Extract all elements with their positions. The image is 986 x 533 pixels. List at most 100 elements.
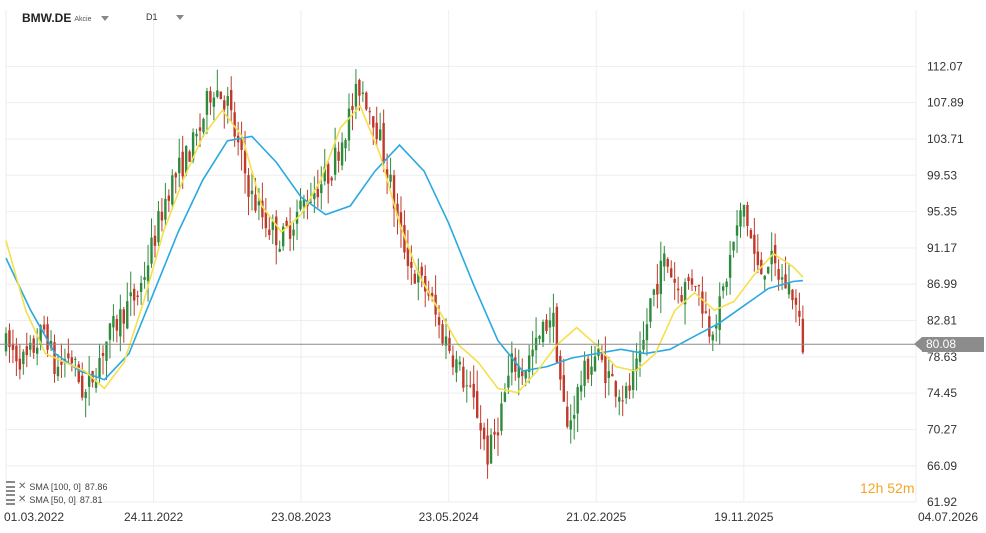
candle-body: [579, 385, 583, 392]
indicator-value: 87.81: [79, 494, 103, 505]
candle-body: [718, 296, 721, 330]
candle-body: [753, 234, 756, 254]
countdown-hours-unit: h: [875, 480, 884, 496]
candle-body: [503, 392, 507, 402]
x-tick-label: 23.08.2023: [271, 510, 331, 524]
candle-body: [649, 298, 652, 322]
candle-body: [572, 415, 576, 419]
y-tick-label: 66.09: [927, 459, 957, 473]
candle-body: [663, 253, 666, 267]
candle-body: [728, 255, 732, 278]
candle-body: [607, 371, 611, 378]
candle-body: [264, 212, 268, 229]
candle-body: [784, 274, 787, 289]
instrument-header[interactable]: BMW.DE Akcie: [22, 10, 110, 26]
candle-body: [101, 353, 105, 356]
candle-body: [562, 375, 566, 402]
candle-body: [794, 297, 798, 305]
candle-body: [465, 385, 468, 387]
candle-body: [247, 175, 250, 197]
symbol-dropdown-caret-icon[interactable]: [101, 15, 110, 21]
candle-body: [742, 204, 746, 217]
candle-body: [340, 142, 344, 166]
candle-body: [257, 201, 261, 206]
indicator-legend-sma50[interactable]: ✕ SMA [50, 0] 87.81: [6, 494, 102, 505]
candle-body: [791, 289, 794, 301]
candle-body: [403, 225, 406, 253]
candle-body: [510, 353, 514, 373]
candle-body: [87, 374, 91, 387]
candle-body: [489, 434, 493, 464]
remove-indicator-icon[interactable]: ✕: [18, 494, 27, 505]
candle-body: [42, 324, 46, 330]
candle-body: [437, 317, 441, 326]
candle-body: [56, 366, 60, 377]
candle-body: [70, 357, 74, 364]
candle-body: [666, 258, 669, 267]
y-tick-label: 78.63: [927, 350, 957, 364]
indicator-settings-icon[interactable]: [6, 494, 15, 505]
candle-body: [368, 111, 371, 113]
candle-body: [569, 420, 572, 430]
candle-body: [184, 145, 188, 174]
candle-body: [8, 330, 11, 348]
candle-body: [150, 237, 153, 264]
candle-body: [91, 371, 94, 383]
candle-body: [420, 266, 423, 276]
candle-body: [413, 273, 417, 284]
candle-body: [521, 371, 524, 377]
y-tick-label: 70.27: [927, 422, 957, 436]
timeframe-dropdown-caret-icon[interactable]: [175, 14, 184, 20]
y-tick-label: 91.17: [927, 241, 957, 255]
candle-body: [611, 374, 614, 377]
candle-body: [205, 91, 209, 115]
candle-body: [178, 157, 181, 174]
candle-body: [385, 169, 389, 179]
candle-body: [18, 358, 22, 370]
candle-body: [233, 112, 236, 137]
candle-body: [195, 133, 198, 137]
x-tick-label: 23.05.2024: [419, 510, 479, 524]
indicator-label: SMA [100, 0]: [29, 481, 81, 492]
candle-body: [424, 276, 427, 292]
candle-body: [209, 90, 212, 103]
y-tick-label: 74.45: [927, 386, 957, 400]
candle-body: [777, 268, 780, 280]
candle-body: [337, 151, 340, 161]
y-tick-label: 112.07: [927, 59, 963, 73]
candle-body: [309, 201, 313, 203]
candle-body: [157, 211, 160, 243]
remove-indicator-icon[interactable]: ✕: [18, 481, 27, 492]
sma-lines: [5, 104, 804, 394]
candle-body: [406, 247, 410, 267]
timeframe-selector[interactable]: D1: [146, 12, 184, 22]
candle-body: [659, 260, 663, 294]
candle-body: [715, 325, 718, 329]
candle-body: [98, 358, 101, 378]
candle-body: [74, 358, 77, 360]
indicator-settings-icon[interactable]: [6, 481, 15, 492]
grid: [5, 10, 917, 503]
candle-body: [271, 221, 274, 230]
indicator-legend-sma100[interactable]: ✕ SMA [100, 0] 87.86: [6, 481, 107, 492]
candle-body: [739, 210, 742, 227]
candle-body: [164, 198, 167, 220]
candle-body: [320, 184, 323, 194]
candle-body: [396, 203, 399, 217]
candle-body: [500, 403, 503, 431]
candle-body: [188, 151, 191, 162]
candle-body: [32, 338, 35, 353]
candle-body: [694, 285, 697, 287]
y-tick-label: 61.92: [927, 495, 957, 509]
y-tick-label: 103.71: [927, 132, 964, 146]
candle-body: [212, 97, 216, 107]
candle-body: [593, 356, 597, 372]
candle-body: [226, 96, 229, 106]
candle-body: [721, 286, 725, 291]
candle-body: [559, 355, 562, 380]
candle-body: [333, 147, 337, 175]
candle-body: [531, 349, 534, 357]
x-tick-label: 24.11.2022: [124, 510, 183, 524]
candle-body: [347, 108, 351, 141]
